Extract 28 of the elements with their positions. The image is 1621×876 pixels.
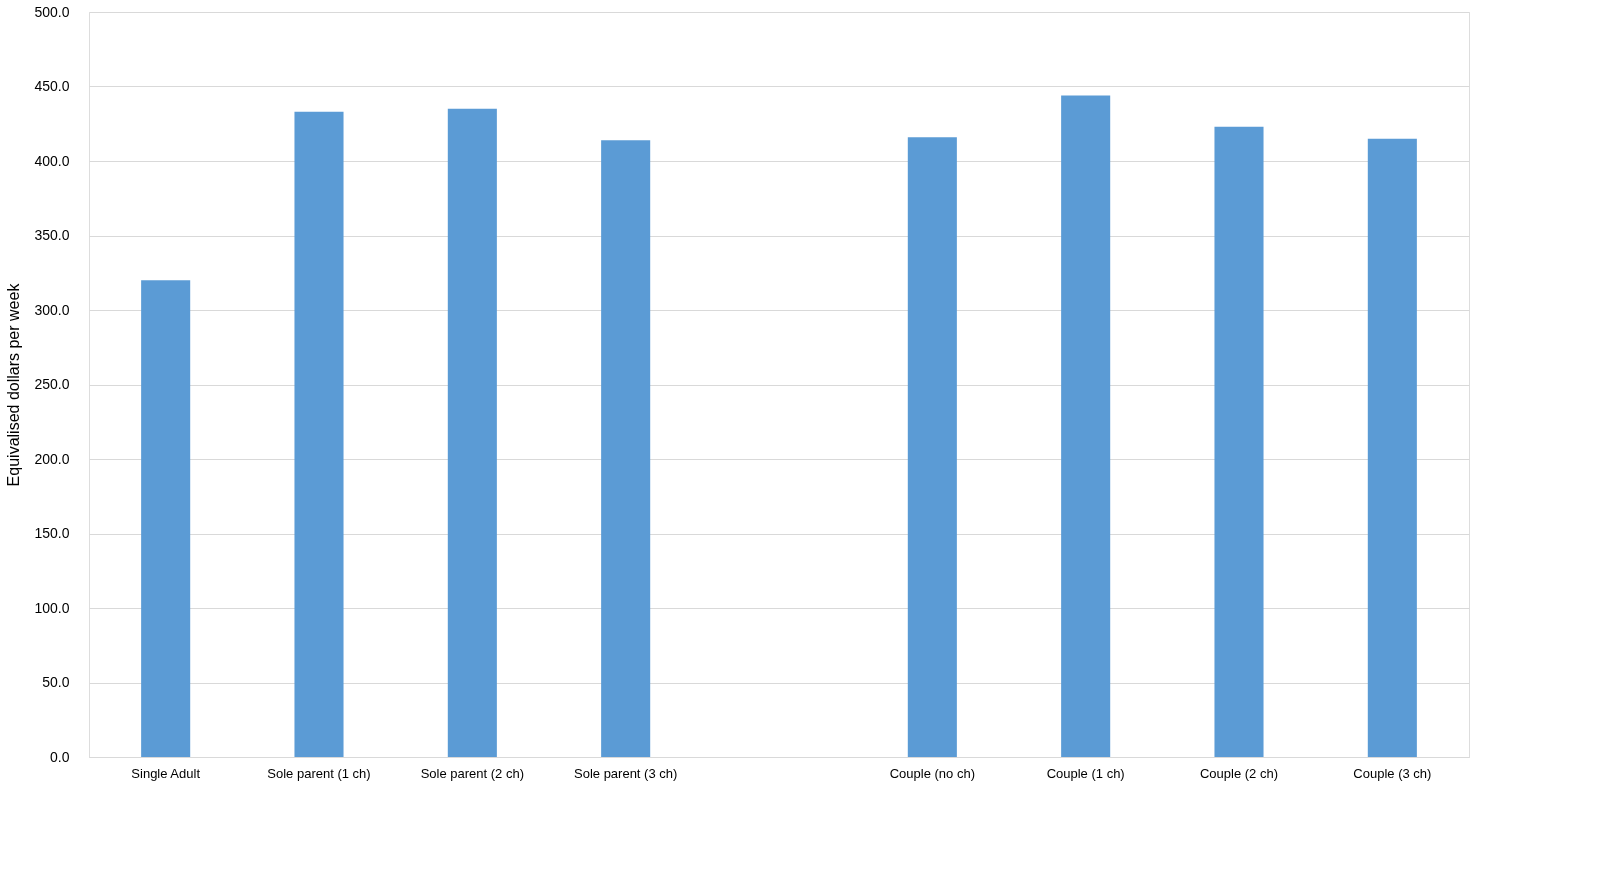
bar xyxy=(907,137,957,757)
bar xyxy=(1367,138,1417,757)
x-tick-label: Sole parent (3 ch) xyxy=(573,765,678,781)
x-tick-label: Couple (2 ch) xyxy=(1199,765,1279,781)
y-tick-label: 100.0 xyxy=(34,599,70,616)
bar xyxy=(294,111,344,757)
bar xyxy=(1214,126,1264,757)
x-tick-label: Couple (3 ch) xyxy=(1353,765,1432,781)
y-axis-title: Equivalised dollars per week xyxy=(5,282,23,487)
bar xyxy=(1061,95,1111,757)
x-tick-label: Single Adult xyxy=(131,765,201,781)
y-tick-label: 0.0 xyxy=(50,748,70,765)
y-tick-label: 50.0 xyxy=(42,674,70,690)
y-tick-label: 300.0 xyxy=(34,301,70,318)
y-tick-label: 350.0 xyxy=(34,227,70,243)
y-tick-label: 250.0 xyxy=(34,376,70,392)
x-tick-label: Sole parent (1 ch) xyxy=(267,765,371,781)
y-tick-label: 200.0 xyxy=(34,450,70,467)
bar xyxy=(447,108,497,757)
x-tick-label: Couple (no ch) xyxy=(889,765,975,781)
y-tick-label: 150.0 xyxy=(34,525,70,541)
bar xyxy=(141,280,191,757)
y-tick-label: 400.0 xyxy=(34,152,70,169)
y-tick-label: 450.0 xyxy=(34,78,70,94)
x-tick-label: Couple (1 ch) xyxy=(1046,765,1125,781)
y-tick-label: 500.0 xyxy=(34,3,70,20)
bar xyxy=(601,140,651,757)
x-tick-label: Sole parent (2 ch) xyxy=(420,765,525,781)
